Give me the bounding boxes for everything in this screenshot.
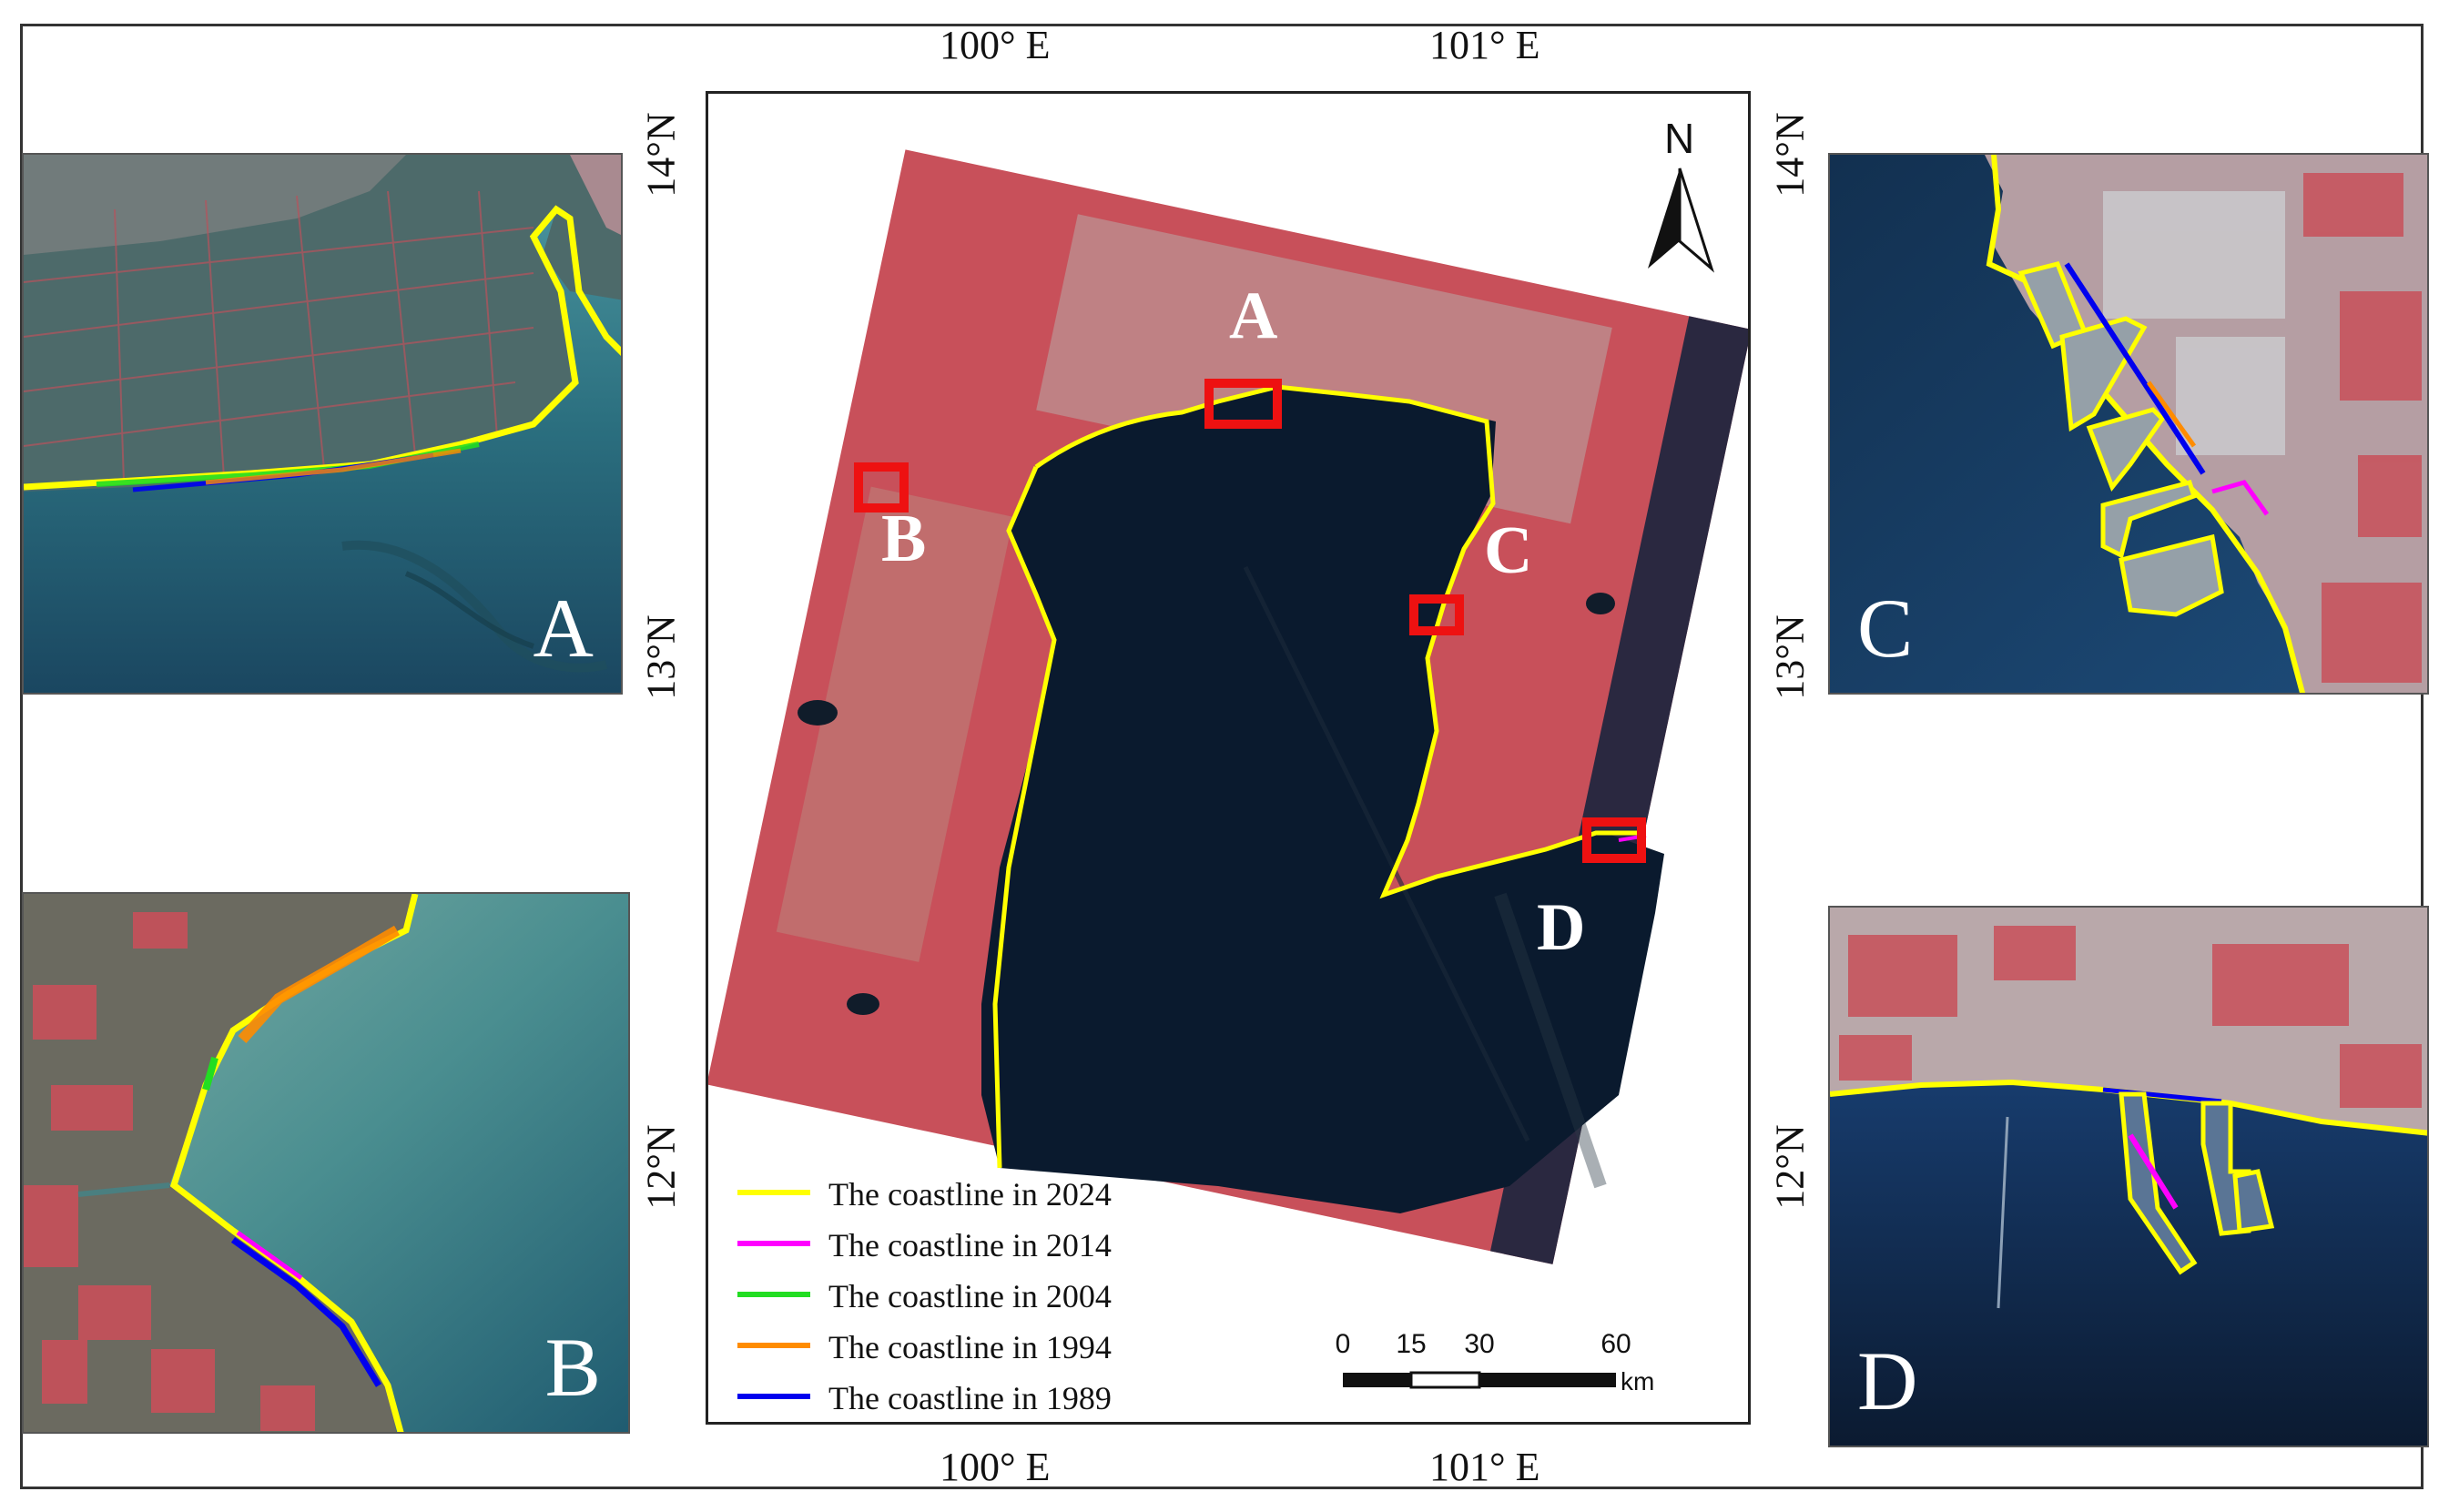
lon-label-101-bottom: 101° E — [1429, 1445, 1540, 1489]
map-label-c: C — [1484, 513, 1533, 588]
inset-d: D — [1828, 906, 2429, 1447]
inset-b-letter: B — [544, 1321, 601, 1414]
legend-label-1994: The coastline in 1994 — [828, 1329, 1112, 1365]
scale-unit: km — [1621, 1367, 1655, 1395]
scale-tick-30: 30 — [1464, 1329, 1495, 1359]
highlight-box-b — [854, 462, 909, 512]
legend-label-2024: The coastline in 2024 — [828, 1176, 1112, 1213]
inset-d-image — [1830, 908, 2427, 1446]
lat-label-14-left: 14°N — [638, 112, 684, 198]
inset-c-letter: C — [1857, 582, 1914, 675]
lat-label-13-left: 13°N — [638, 614, 684, 700]
inset-c-image — [1830, 155, 2427, 693]
legend-swatch-2004 — [737, 1292, 810, 1297]
lat-label-12-right: 12°N — [1767, 1124, 1813, 1210]
inset-b-image — [24, 894, 628, 1432]
inset-b: B — [22, 892, 630, 1434]
legend-swatch-1989 — [737, 1394, 810, 1399]
legend-item-1989: The coastline in 1989 — [737, 1374, 1193, 1419]
inset-a-image — [24, 155, 621, 693]
lon-label-100-bottom: 100° E — [940, 1445, 1051, 1489]
inset-a-letter: A — [533, 582, 594, 675]
lat-label-12-left: 12°N — [638, 1124, 684, 1210]
highlight-box-d — [1582, 817, 1646, 863]
scale-bar: 0 15 30 60 km — [1329, 1329, 1657, 1402]
inset-a: A — [22, 153, 623, 695]
map-label-d: D — [1537, 890, 1586, 965]
main-map-frame — [706, 91, 1751, 1425]
legend-item-2004: The coastline in 2004 — [737, 1272, 1193, 1317]
scale-tick-15: 15 — [1396, 1329, 1427, 1359]
legend-swatch-2014 — [737, 1241, 810, 1246]
legend-item-2024: The coastline in 2024 — [737, 1170, 1193, 1215]
highlight-box-c — [1409, 594, 1464, 635]
lat-label-13-right: 13°N — [1767, 614, 1813, 700]
main-map-image — [708, 149, 1748, 1264]
legend-label-2004: The coastline in 2004 — [828, 1278, 1112, 1314]
north-arrow-icon — [1648, 167, 1715, 273]
lat-label-14-right: 14°N — [1767, 112, 1813, 198]
scale-bar-graphic — [1343, 1371, 1616, 1389]
map-label-b: B — [881, 502, 927, 576]
north-arrow: N — [1639, 114, 1721, 287]
legend-item-1994: The coastline in 1994 — [737, 1323, 1193, 1368]
legend-item-2014: The coastline in 2014 — [737, 1221, 1193, 1266]
inset-c: C — [1828, 153, 2429, 695]
map-label-a: A — [1229, 279, 1278, 353]
lon-label-101-top: 101° E — [1429, 23, 1540, 67]
legend-swatch-2024 — [737, 1190, 810, 1195]
lon-label-100-top: 100° E — [940, 23, 1051, 67]
highlight-box-a — [1204, 379, 1282, 429]
legend-label-1989: The coastline in 1989 — [828, 1380, 1112, 1416]
legend-label-2014: The coastline in 2014 — [828, 1227, 1112, 1263]
legend-swatch-1994 — [737, 1343, 810, 1348]
scale-tick-60: 60 — [1600, 1329, 1631, 1359]
north-arrow-label: N — [1664, 115, 1695, 162]
scale-tick-0: 0 — [1335, 1329, 1351, 1359]
inset-d-letter: D — [1857, 1334, 1918, 1427]
figure-frame — [20, 24, 2424, 1489]
